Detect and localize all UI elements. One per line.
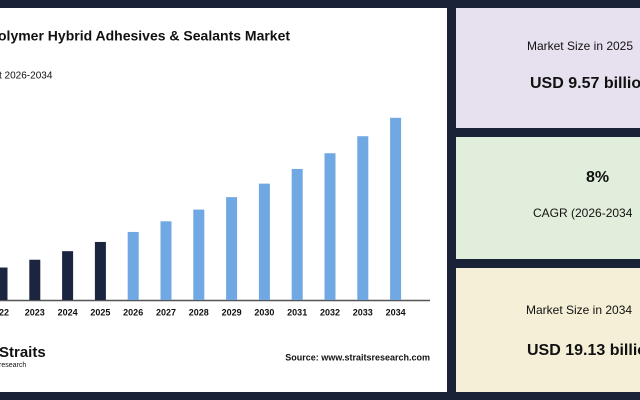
x-tick-label: 2033	[353, 307, 373, 317]
x-tick-label: 2025	[90, 307, 110, 317]
logo-name: Straits	[0, 344, 46, 361]
bar	[160, 221, 172, 300]
bar	[0, 267, 8, 300]
x-tick-label: 2032	[320, 307, 340, 317]
x-tick-label: 2024	[58, 307, 78, 317]
x-tick-label: 2023	[25, 307, 45, 317]
card	[456, 268, 640, 392]
chart-title: olymer Hybrid Adhesives & Sealants Marke…	[0, 28, 290, 44]
bar	[357, 136, 369, 300]
x-tick-label: 2029	[222, 307, 242, 317]
card-label: CAGR (2026-2034	[533, 206, 633, 220]
card-value: USD 19.13 billio	[527, 342, 640, 359]
bar	[291, 168, 303, 300]
x-tick-label: 2031	[287, 307, 307, 317]
card-label: Market Size in 2025	[527, 39, 633, 53]
card	[456, 137, 640, 259]
bar	[29, 259, 41, 300]
logo-sub: research	[0, 362, 26, 369]
x-tick-label: 2027	[156, 307, 176, 317]
bar	[94, 241, 106, 300]
bar	[390, 117, 402, 300]
source: Source: www.straitsresearch.com	[285, 352, 430, 362]
x-tick-label: 2034	[386, 307, 406, 317]
bar	[258, 183, 270, 300]
bar	[193, 209, 205, 300]
chart-subtitle: t 2026-2034	[0, 71, 53, 82]
x-tick-label: 2028	[189, 307, 209, 317]
x-tick-label: 2030	[254, 307, 274, 317]
x-tick-label: 2026	[123, 307, 143, 317]
x-tick-label: 22	[0, 307, 9, 317]
bar	[226, 197, 238, 300]
card-label: Market Size in 2034	[526, 303, 632, 317]
card-value: 8%	[586, 169, 609, 186]
chart-panel	[0, 8, 447, 392]
card-value: USD 9.57 billio	[530, 75, 640, 92]
bar	[127, 231, 139, 300]
card	[456, 8, 640, 128]
bar	[324, 153, 336, 300]
bar	[62, 251, 74, 300]
